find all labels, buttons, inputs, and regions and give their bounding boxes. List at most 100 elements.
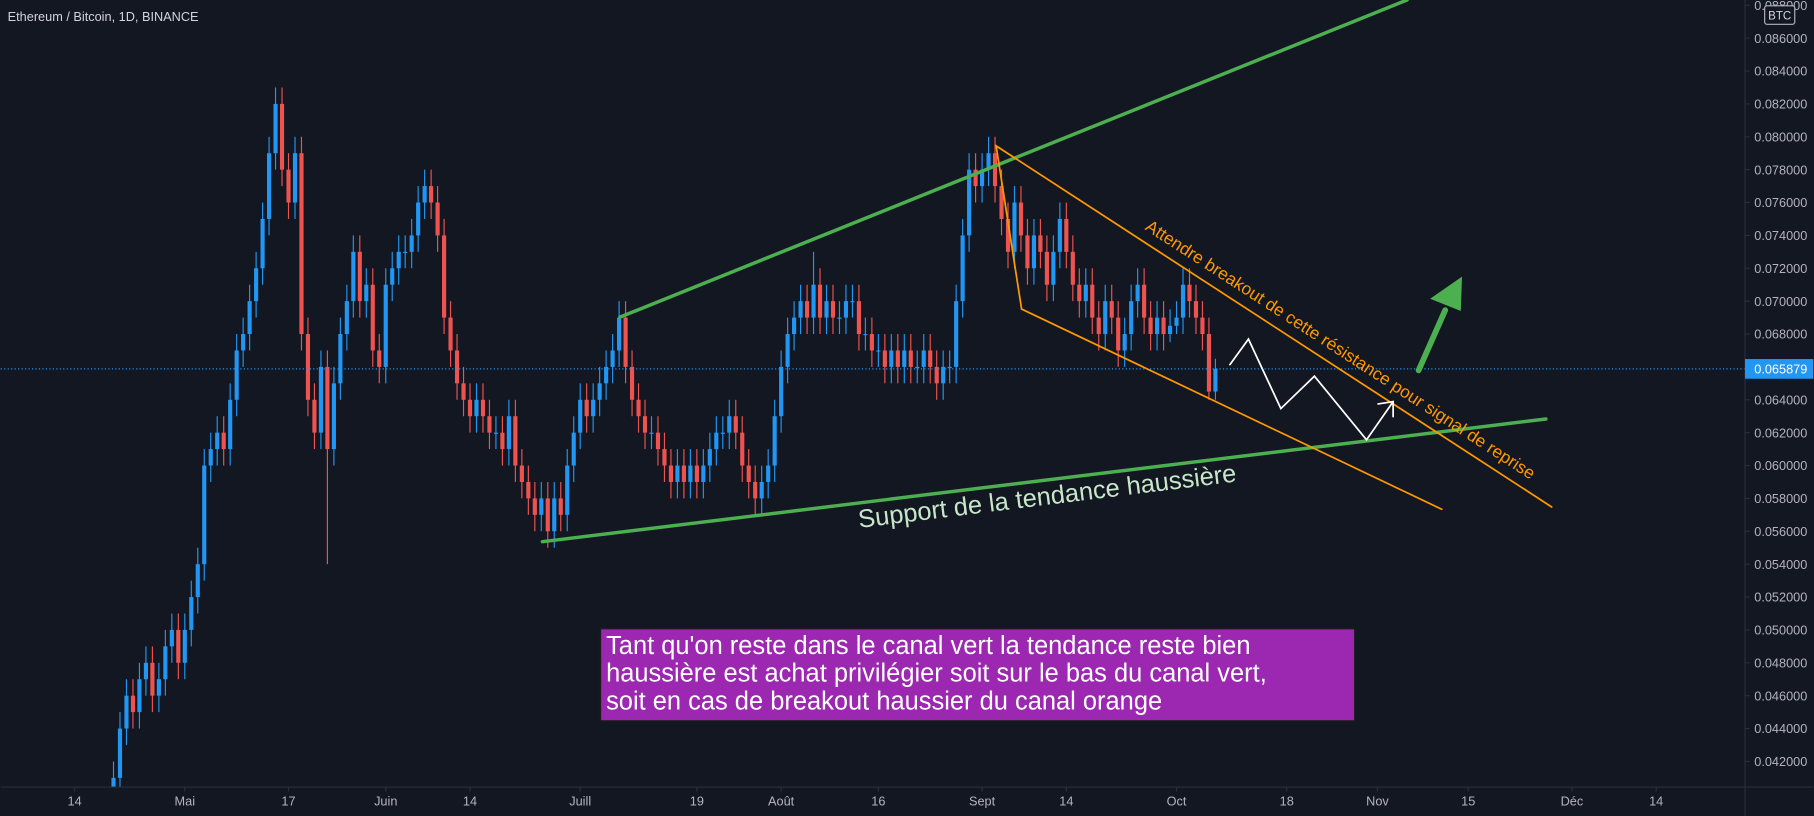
y-tick-label: 0.052000 [1754, 590, 1807, 605]
candle-body [318, 366, 323, 433]
candle-body [435, 202, 440, 236]
y-tick-label: 0.060000 [1754, 458, 1807, 473]
candle-body [960, 235, 965, 302]
candle-body [668, 465, 674, 482]
projection-arrowhead [1377, 400, 1394, 418]
x-tick-label: 14 [463, 794, 477, 809]
y-tick-label: 0.044000 [1754, 721, 1807, 736]
drawings [540, 0, 1553, 544]
candle-body [1180, 284, 1186, 318]
candle-body [422, 186, 427, 203]
currency-label: BTC [1768, 11, 1791, 23]
y-tick-label: 0.042000 [1754, 754, 1807, 769]
candle-body [617, 317, 622, 351]
candle-body [312, 399, 317, 433]
x-tick-label: Juin [374, 794, 397, 809]
candle-body [837, 317, 842, 319]
candle-body [947, 366, 952, 369]
channel-upper-line [994, 144, 1553, 508]
note-line: soit en cas de breakout haussier du cana… [606, 688, 1162, 716]
last-price-label: 0.065879 [1754, 362, 1807, 377]
candle-body [111, 777, 116, 795]
x-tick-label: 14 [68, 794, 82, 809]
note-background [599, 627, 1356, 722]
candle-body [396, 251, 401, 269]
candle-body [701, 465, 706, 482]
candle-body [454, 350, 460, 384]
candle-body [578, 399, 583, 433]
candle-body [798, 301, 803, 318]
candle-body [1038, 235, 1043, 252]
candle-body [189, 597, 194, 630]
candle-body [228, 399, 233, 450]
y-tick-label: 0.072000 [1754, 261, 1807, 276]
candle-body [526, 481, 531, 499]
y-tick-label: 0.068000 [1754, 327, 1807, 342]
candle-body [1155, 317, 1160, 335]
candle-body [1142, 284, 1147, 318]
candle-body [908, 350, 913, 367]
y-tick-label: 0.058000 [1754, 491, 1807, 506]
candle-body [409, 235, 414, 252]
x-tick-label: Sept [969, 794, 996, 809]
candle-body [480, 399, 486, 417]
y-tick-label: 0.074000 [1754, 228, 1807, 243]
candle-body [804, 301, 810, 318]
candle-body [1187, 284, 1192, 302]
candle-body [558, 498, 563, 515]
candle-body [416, 202, 421, 236]
candle-body [720, 432, 725, 434]
y-tick-label: 0.084000 [1754, 64, 1807, 79]
candle-body [915, 366, 920, 369]
candle-body [753, 481, 758, 499]
candle-body [1005, 218, 1011, 252]
candle-body [869, 334, 874, 351]
candle-body [830, 301, 836, 318]
candle-body [273, 103, 278, 154]
candle-body [876, 350, 881, 352]
candle-body [442, 235, 447, 318]
candle-body [629, 366, 635, 400]
candle-body [1031, 235, 1037, 269]
candle-body [642, 416, 648, 433]
candle-body [234, 350, 239, 400]
candle-body [1135, 284, 1140, 302]
currency-badge [1764, 5, 1796, 25]
candle-body [824, 301, 829, 318]
candle-body [176, 629, 181, 663]
candle-body [688, 465, 693, 482]
candle-body [370, 284, 375, 351]
candle-body [604, 366, 609, 384]
upper-trend-line [618, 0, 1409, 319]
candle-body [390, 268, 395, 285]
candle-body [1096, 317, 1101, 335]
candle-body [584, 399, 589, 417]
candle-body [1051, 251, 1056, 285]
breakout-arrowhead [1430, 276, 1463, 312]
candle-body [545, 498, 550, 532]
candle-body [150, 662, 155, 696]
candle-body [137, 679, 142, 713]
y-tick-label: 0.064000 [1754, 392, 1807, 407]
candle-body [130, 695, 136, 713]
projection-path [1229, 337, 1394, 442]
candle-body [1193, 301, 1199, 318]
candle-body [992, 153, 998, 187]
candle-body [325, 366, 330, 450]
candle-body [1083, 284, 1088, 302]
y-tick-label: 0.076000 [1754, 195, 1807, 210]
candle-body [1129, 301, 1134, 335]
candle-body [649, 432, 654, 434]
support-trend-line [540, 417, 1548, 544]
candle-body [986, 153, 991, 170]
candle-body [1206, 334, 1212, 392]
candle-body [999, 186, 1004, 219]
candle-body [241, 334, 246, 351]
candle-body [539, 498, 544, 515]
x-tick-label: Juill [569, 794, 591, 809]
candle-body [980, 169, 985, 187]
y-tick-label: 0.062000 [1754, 425, 1807, 440]
candle-body [338, 334, 343, 384]
